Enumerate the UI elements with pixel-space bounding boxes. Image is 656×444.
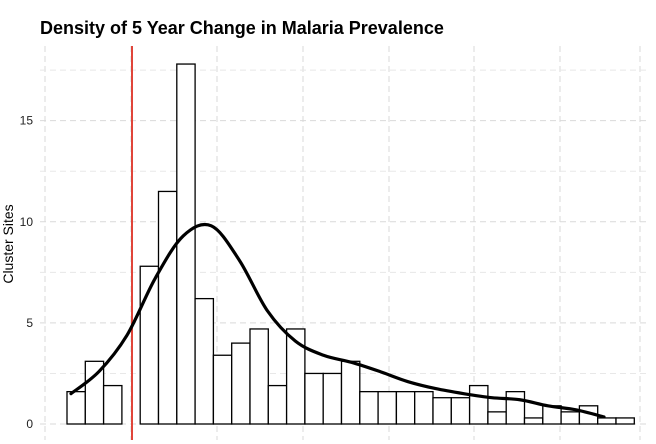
histogram-bar xyxy=(597,417,617,425)
histogram-bar xyxy=(157,190,178,425)
histogram-bar xyxy=(231,342,251,425)
y-tick-label: 15 xyxy=(20,114,34,128)
histogram-bar xyxy=(102,384,123,425)
histogram-bar xyxy=(249,328,269,425)
histogram-bar xyxy=(322,372,343,425)
density-curve xyxy=(69,222,606,419)
y-tick-label: 10 xyxy=(20,215,34,229)
y-tick-label: 0 xyxy=(26,417,33,431)
histogram-bar xyxy=(377,390,398,425)
histogram-bar xyxy=(176,63,196,425)
y-tick-label: 5 xyxy=(26,316,33,330)
y-axis-title: Cluster Sites xyxy=(0,204,16,283)
histogram-bar xyxy=(395,390,416,425)
histogram-bar xyxy=(432,397,452,425)
histogram-bar xyxy=(212,354,233,425)
histogram-bar xyxy=(468,384,489,425)
histogram-bar xyxy=(66,390,86,425)
histogram-bar xyxy=(340,360,361,425)
chart-title: Density of 5 Year Change in Malaria Prev… xyxy=(40,18,444,38)
histogram-bar xyxy=(487,411,507,425)
histogram-bar xyxy=(450,397,471,425)
histogram-bar xyxy=(359,390,379,425)
histogram-bar xyxy=(194,297,215,425)
histogram-bar xyxy=(304,372,324,425)
histogram-bar xyxy=(560,411,581,425)
histogram-bar xyxy=(523,417,544,425)
histogram-bar xyxy=(267,384,288,425)
histogram-bar xyxy=(505,390,526,425)
histogram-bar xyxy=(414,390,434,425)
histogram-bar xyxy=(615,417,635,425)
